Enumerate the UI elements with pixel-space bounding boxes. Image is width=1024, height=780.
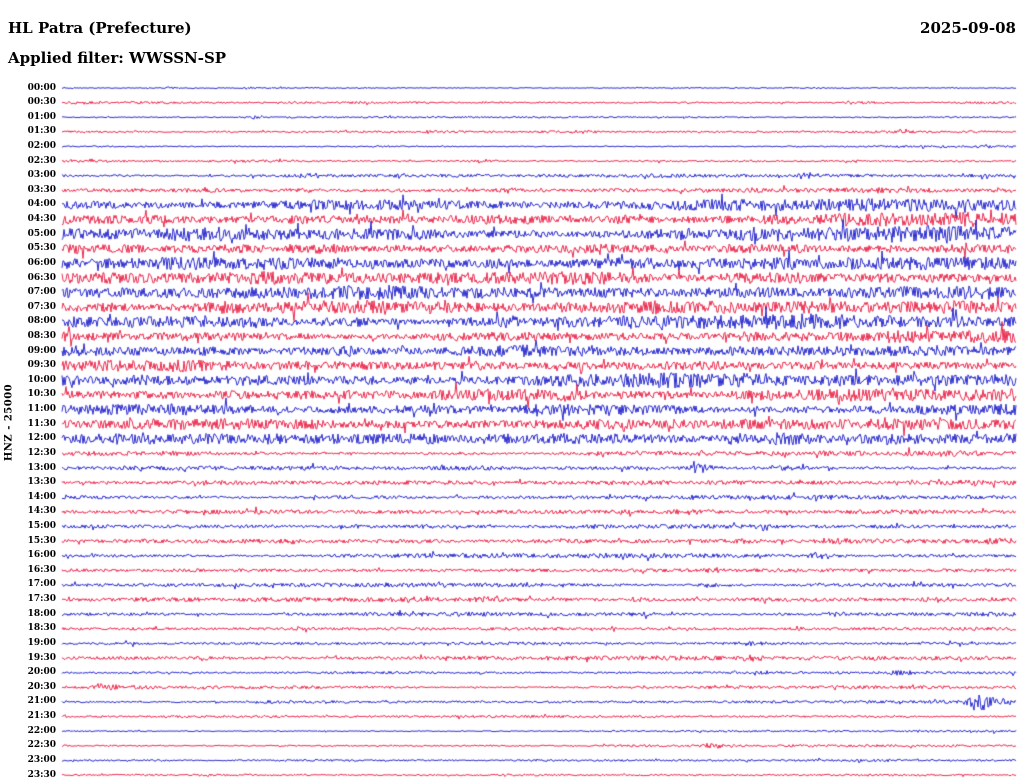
helicorder-screen: HL Patra (Prefecture) 2025-09-08 Applied…: [0, 0, 1024, 780]
seismogram-canvas: [0, 0, 1024, 780]
